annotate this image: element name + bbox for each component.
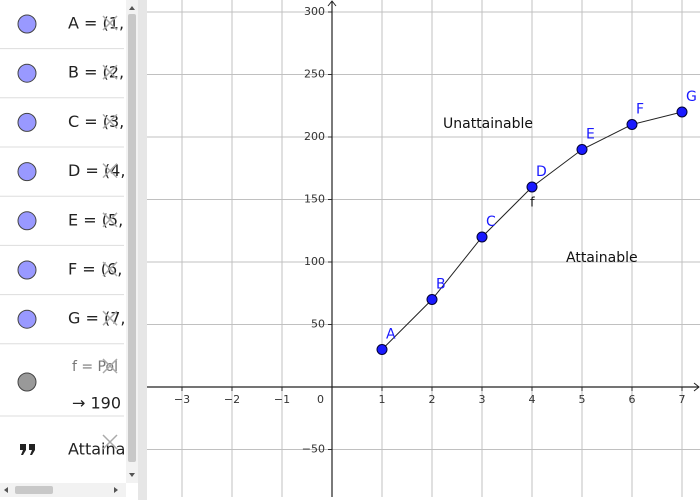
delete-icon[interactable]	[102, 163, 118, 179]
point-label: G	[686, 89, 697, 105]
y-tick-label: 100	[304, 255, 325, 268]
y-tick-label: 300	[304, 5, 325, 18]
x-tick-label: 7	[679, 393, 686, 406]
text-item: Attaina	[68, 440, 125, 459]
h-scroll-thumb[interactable]	[15, 486, 53, 494]
delete-icon[interactable]	[102, 261, 118, 277]
point[interactable]	[676, 106, 688, 118]
x-tick-label: 6	[629, 393, 636, 406]
visibility-toggle[interactable]	[17, 372, 37, 392]
delete-icon[interactable]	[102, 15, 118, 31]
y-tick-label: 150	[304, 193, 325, 206]
visibility-toggle[interactable]	[17, 162, 37, 182]
y-tick-label: −50	[302, 443, 325, 456]
visibility-toggle[interactable]	[17, 112, 37, 132]
point-definition: A = (1,	[68, 14, 124, 33]
point-label: C	[486, 214, 496, 230]
delete-icon[interactable]	[102, 113, 118, 129]
point-definition: D = (4,	[68, 161, 125, 180]
function-value: → 190	[72, 394, 121, 413]
x-tick-label: 1	[379, 393, 386, 406]
point[interactable]	[526, 181, 538, 193]
point[interactable]	[476, 231, 488, 243]
point-definition: E = (5,	[68, 210, 123, 229]
x-tick-label: 4	[529, 393, 536, 406]
y-tick-label: 200	[304, 130, 325, 143]
delete-icon[interactable]	[102, 212, 118, 228]
annotation: Unattainable	[443, 116, 533, 132]
x-tick-label: −3	[174, 393, 190, 406]
x-tick-label: 5	[579, 393, 586, 406]
annotation: Attainable	[566, 250, 638, 266]
point-label: B	[436, 277, 446, 293]
x-tick-label: 2	[429, 393, 436, 406]
point-label: D	[536, 164, 547, 180]
y-tick-label: 50	[311, 318, 325, 331]
point-label: E	[586, 127, 595, 143]
origin-label: 0	[317, 393, 324, 406]
visibility-toggle[interactable]	[17, 63, 37, 83]
graphics-view: −3 −2 −1 0 1 2 3 4 5 6 7 −50 50 100 150 200 250 300 Unatta…	[147, 0, 700, 497]
point-definition: G = (7,	[68, 309, 125, 328]
text-icon[interactable]	[20, 444, 35, 455]
point-label: A	[386, 327, 396, 343]
v-scroll-thumb[interactable]	[128, 14, 136, 462]
point-definition: C = (3,	[68, 112, 124, 131]
delete-icon[interactable]	[102, 64, 118, 80]
delete-icon[interactable]	[102, 434, 118, 450]
y-tick-label: 250	[304, 68, 325, 81]
visibility-toggle[interactable]	[17, 14, 37, 34]
x-tick-label: 3	[479, 393, 486, 406]
point-label: F	[636, 102, 644, 118]
point[interactable]	[376, 344, 388, 355]
delete-icon[interactable]	[102, 310, 118, 326]
algebra-list: A = (1, B = (2, C = (3, D = (4, E = (5, F = (…	[0, 14, 125, 459]
point-definition: F = (6,	[68, 260, 122, 279]
visibility-toggle[interactable]	[17, 260, 37, 280]
x-tick-label: −1	[274, 393, 290, 406]
visibility-toggle[interactable]	[17, 309, 37, 329]
divider[interactable]	[138, 0, 147, 500]
point[interactable]	[426, 294, 438, 305]
point-definition: B = (2,	[68, 63, 124, 82]
axis-arrows	[327, 0, 700, 392]
point[interactable]	[626, 119, 638, 130]
x-tick-label: −2	[224, 393, 240, 406]
point[interactable]	[576, 144, 588, 155]
delete-icon[interactable]	[102, 358, 118, 374]
algebra-panel	[0, 0, 140, 500]
function-label: f	[530, 196, 535, 211]
visibility-toggle[interactable]	[17, 211, 37, 231]
